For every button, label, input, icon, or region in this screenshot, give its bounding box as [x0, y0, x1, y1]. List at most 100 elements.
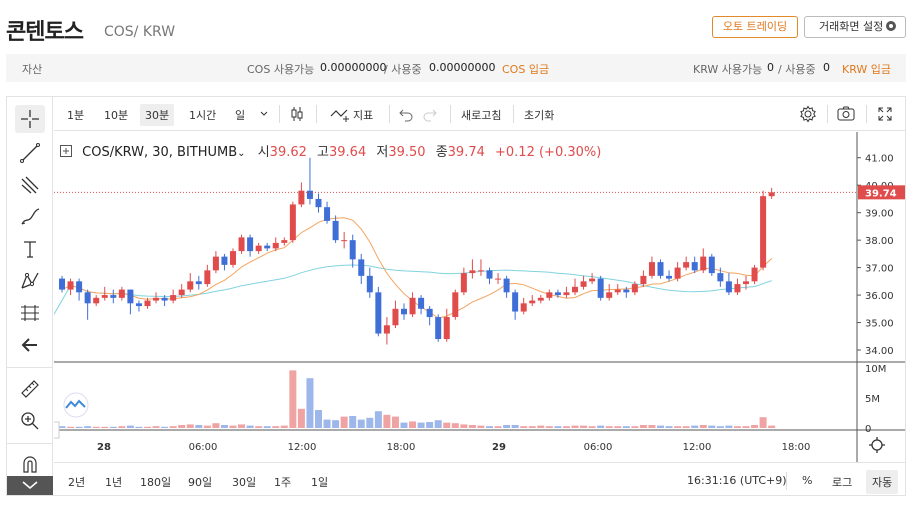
candle-body — [751, 267, 758, 282]
candle-body — [383, 325, 390, 334]
text-icon — [24, 241, 36, 258]
volume-bar — [511, 425, 519, 428]
interval-30m[interactable]: 30분 — [140, 104, 175, 126]
candle-body — [187, 281, 194, 290]
magnet-tool[interactable] — [15, 451, 45, 479]
volume-bar — [562, 426, 570, 428]
volume-bar — [409, 421, 417, 428]
price-chart[interactable]: 41.0040.0039.0038.0037.0036.0035.0034.00… — [54, 132, 905, 462]
symbol-label[interactable]: COS/KRW, 30, BITHUMB — [82, 145, 238, 160]
range-2y[interactable]: 2년 — [68, 476, 86, 489]
volume-bar — [571, 425, 579, 428]
volume-bar — [58, 426, 66, 428]
volume-bar — [691, 425, 699, 428]
volume-bar — [614, 426, 622, 428]
chevron-down-icon[interactable] — [259, 109, 269, 119]
pattern-tool[interactable] — [15, 267, 45, 295]
interval-day[interactable]: 일 — [235, 109, 246, 122]
crosshair-tool[interactable] — [15, 105, 45, 133]
volume-bar — [203, 425, 211, 428]
axis-settings-spokes — [869, 437, 885, 453]
candle-body — [520, 303, 527, 312]
collapse-tools-button[interactable] — [7, 476, 53, 495]
candle-body — [529, 300, 536, 304]
volume-bar — [477, 425, 485, 428]
volume-bar — [246, 425, 254, 428]
time-tick-label: 06:00 — [189, 442, 218, 453]
candle-body — [554, 292, 561, 296]
back-tool[interactable] — [15, 331, 45, 359]
forecast-tool[interactable] — [15, 299, 45, 327]
cos-available-value: 0.00000000 — [320, 61, 387, 74]
candle-body — [443, 317, 450, 340]
candle-body — [768, 192, 775, 197]
interval-10m[interactable]: 10분 — [104, 109, 129, 122]
candle-body — [700, 256, 707, 271]
volume-bar — [537, 425, 545, 428]
log-toggle[interactable]: 로그 — [832, 476, 853, 489]
fullscreen-icon[interactable] — [877, 106, 893, 122]
volume-bar — [682, 426, 690, 428]
volume-bar — [101, 426, 109, 428]
interval-1h[interactable]: 1시간 — [189, 109, 217, 122]
expand-plus-icon[interactable] — [60, 145, 72, 157]
time-tick-label: 28 — [97, 442, 111, 453]
refresh-button[interactable]: 새로고침 — [461, 109, 502, 122]
volume-bar — [109, 426, 117, 428]
range-30d[interactable]: 30일 — [232, 476, 257, 489]
volume-bar — [255, 426, 263, 428]
settings-icon[interactable] — [799, 105, 817, 123]
measure-lines-icon — [21, 305, 39, 321]
trendline-tool[interactable] — [15, 139, 45, 167]
candle-body — [281, 240, 288, 243]
gear-icon — [886, 21, 897, 31]
screen-settings-button[interactable]: 거래화면 설정 — [804, 16, 906, 38]
candle-body — [640, 275, 647, 285]
zoom-tool[interactable] — [15, 407, 45, 435]
time-tick-label: 12:00 — [288, 442, 317, 453]
candle-body — [674, 267, 681, 279]
volume-bar — [494, 426, 502, 428]
auto-trading-button[interactable]: 오토 트레이딩 — [712, 16, 798, 38]
volume-bar — [391, 416, 399, 428]
range-1w[interactable]: 1주 — [274, 476, 292, 489]
ruler-icon — [21, 380, 39, 398]
indicator-icon[interactable] — [329, 104, 349, 124]
close-value: 39.74 — [447, 145, 485, 160]
candle-body — [204, 270, 211, 285]
brush-tool[interactable] — [15, 203, 45, 231]
candle-body — [212, 256, 219, 271]
percent-toggle[interactable]: % — [802, 474, 813, 487]
price-tick-label: 34.00 — [865, 346, 894, 357]
interval-1m[interactable]: 1분 — [67, 109, 85, 122]
volume-bar — [315, 410, 322, 428]
candle-body — [477, 270, 484, 272]
candle-type-icon[interactable] — [289, 105, 305, 123]
candle-body — [648, 262, 655, 276]
camera-icon[interactable] — [836, 105, 856, 123]
cos-available-label: COS 사용가능 — [247, 63, 315, 76]
volume-bar — [639, 425, 647, 428]
redo-icon[interactable] — [422, 106, 438, 122]
time-tick-label: 18:00 — [782, 442, 811, 453]
indicator-button[interactable]: 지표 — [353, 109, 374, 122]
range-1d[interactable]: 1일 — [311, 476, 329, 489]
pitchfork-icon — [21, 176, 39, 194]
krw-deposit-link[interactable]: KRW 입금 — [842, 63, 892, 76]
fib-tool[interactable] — [15, 171, 45, 199]
undo-icon[interactable] — [398, 106, 414, 122]
auto-toggle[interactable]: 자동 — [866, 470, 899, 494]
volume-bar — [528, 426, 536, 428]
candle-body — [238, 237, 245, 252]
cos-deposit-link[interactable]: COS 입금 — [502, 63, 550, 76]
range-90d[interactable]: 90일 — [188, 476, 213, 489]
candle-body — [426, 308, 433, 318]
text-tool[interactable] — [15, 235, 45, 263]
range-180d[interactable]: 180일 — [140, 476, 172, 489]
clock-time[interactable]: 16:31:16 (UTC+9) — [687, 474, 787, 487]
ruler-tool[interactable] — [15, 375, 45, 403]
volume-bar — [92, 426, 100, 428]
reset-button[interactable]: 초기화 — [524, 109, 555, 122]
volume-bar — [674, 426, 682, 428]
range-1y[interactable]: 1년 — [105, 476, 123, 489]
